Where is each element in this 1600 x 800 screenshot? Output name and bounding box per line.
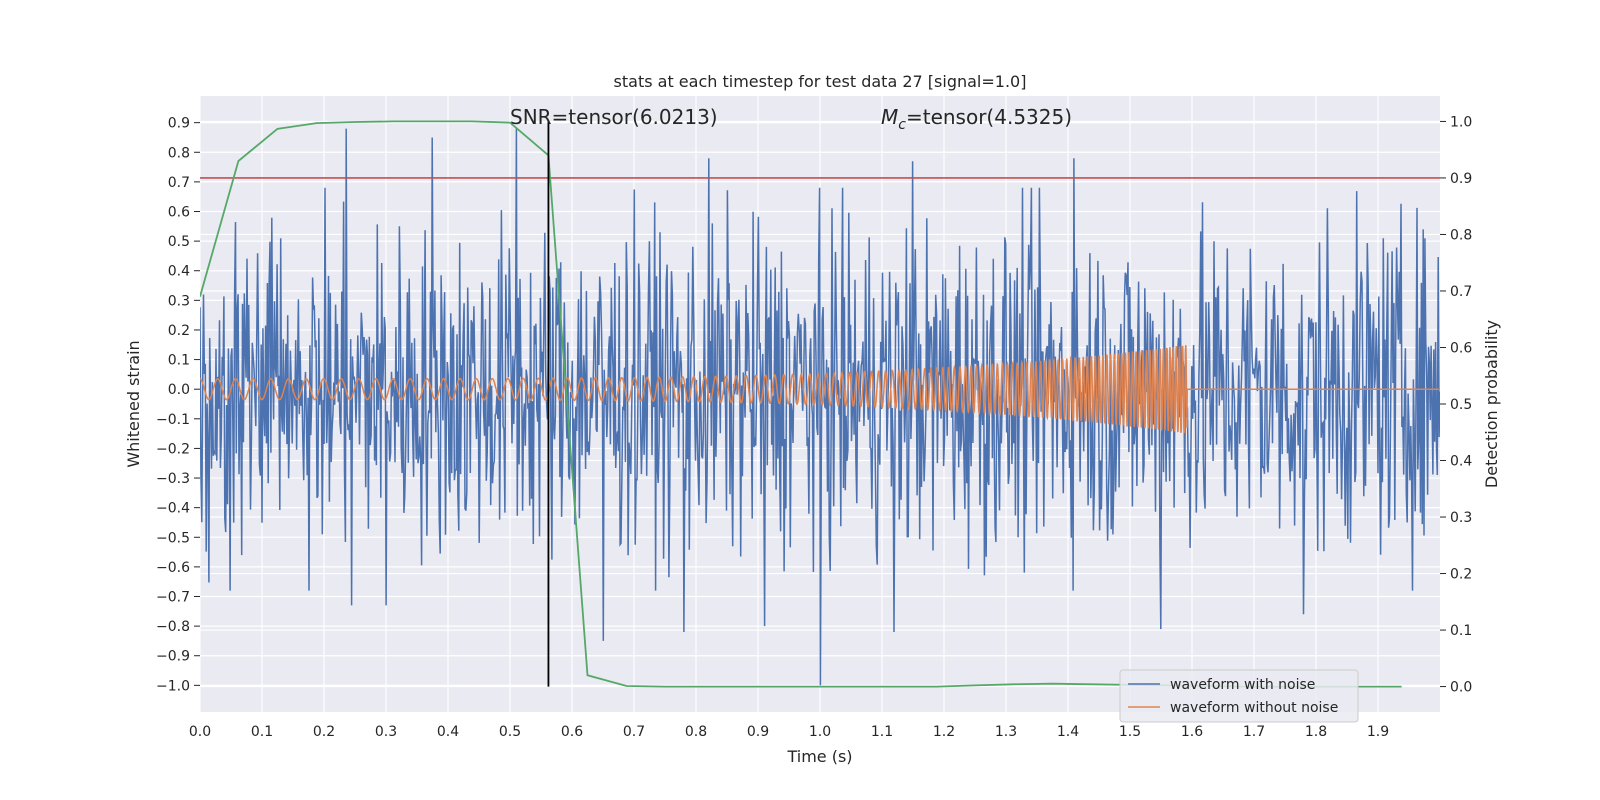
right-tick-label: 0.2 [1450, 567, 1472, 583]
x-tick-label: 0.5 [499, 724, 521, 740]
legend-label-clean: waveform without noise [1170, 700, 1338, 716]
chirp-mass-symbol: M [881, 105, 898, 129]
right-tick-label: 0.0 [1450, 680, 1472, 696]
left-axis-ticks: 0.9 0.8 0.7 0.6 0.5 0.4 0.3 0.2 0.1 0.0 −0.1 −0.2 −0… [156, 116, 200, 694]
x-tick-label: 0.1 [251, 724, 273, 740]
x-axis-ticks: 0.0 0.1 0.2 0.3 0.4 0.5 0.6 0.7 0.8 0.9 1.0 1.1 1.2 1… [189, 724, 1389, 740]
x-tick-label: 1.6 [1181, 724, 1203, 740]
right-tick-label: 0.7 [1450, 284, 1472, 300]
left-tick-label: −0.1 [156, 412, 190, 428]
right-tick-label: 0.1 [1450, 623, 1472, 639]
legend-label-noise: waveform with noise [1170, 677, 1315, 693]
right-tick-label: 0.3 [1450, 510, 1472, 526]
chirp-mass-annotation: Mc=tensor(4.5325) [881, 105, 1072, 133]
left-tick-label: 0.1 [168, 353, 190, 369]
left-tick-label: −0.3 [156, 471, 190, 487]
x-tick-label: 0.4 [437, 724, 459, 740]
chirp-mass-subscript: c [898, 117, 906, 133]
left-axis-label: Whitened strain [124, 340, 143, 467]
left-tick-label: −0.2 [156, 441, 190, 457]
x-tick-label: 0.6 [561, 724, 583, 740]
series-layer [200, 120, 1440, 688]
left-tick-label: 0.4 [168, 264, 190, 280]
right-tick-label: 0.9 [1450, 171, 1472, 187]
x-tick-label: 1.2 [933, 724, 955, 740]
right-tick-label: 0.8 [1450, 227, 1472, 243]
left-tick-label: 0.2 [168, 323, 190, 339]
left-tick-label: −0.9 [156, 649, 190, 665]
left-tick-label: 0.9 [168, 116, 190, 132]
legend: waveform with noise waveform without noi… [1119, 669, 1359, 723]
x-tick-label: 1.7 [1243, 724, 1265, 740]
right-axis-ticks: 1.0 0.9 0.8 0.7 0.6 0.5 0.4 0.3 0.2 0.1 0.0 [1440, 114, 1472, 696]
left-tick-label: −0.8 [156, 619, 190, 635]
x-tick-label: 0.8 [685, 724, 707, 740]
snr-annotation: SNR=tensor(6.0213) [510, 105, 718, 129]
x-tick-label: 1.8 [1305, 724, 1327, 740]
right-tick-label: 1.0 [1450, 114, 1472, 130]
right-tick-label: 0.5 [1450, 397, 1472, 413]
chirp-mass-value: =tensor(4.5325) [906, 105, 1072, 129]
left-tick-label: −1.0 [156, 678, 190, 694]
left-tick-label: 0.7 [168, 175, 190, 191]
left-tick-label: 0.3 [168, 293, 190, 309]
x-tick-label: 0.9 [747, 724, 769, 740]
x-tick-label: 1.9 [1367, 724, 1389, 740]
left-tick-label: −0.6 [156, 560, 190, 576]
x-tick-label: 1.0 [809, 724, 831, 740]
right-tick-label: 0.4 [1450, 454, 1472, 470]
left-tick-label: −0.7 [156, 590, 190, 606]
left-tick-label: 0.0 [168, 382, 190, 398]
x-tick-label: 0.7 [623, 724, 645, 740]
series-waveform-without-noise [200, 345, 1440, 434]
x-tick-label: 1.3 [995, 724, 1017, 740]
right-tick-label: 0.6 [1450, 340, 1472, 356]
left-tick-label: 0.8 [168, 145, 190, 161]
left-tick-label: −0.4 [156, 501, 190, 517]
x-tick-label: 1.1 [871, 724, 893, 740]
legend-box [1119, 669, 1359, 723]
x-axis-label: Time (s) [786, 747, 852, 766]
left-tick-label: 0.5 [168, 234, 190, 250]
series-waveform-with-noise [200, 128, 1440, 686]
x-tick-label: 1.4 [1057, 724, 1079, 740]
x-tick-label: 0.0 [189, 724, 211, 740]
right-axis-label: Detection probability [1482, 320, 1501, 488]
x-tick-label: 0.2 [313, 724, 335, 740]
x-tick-label: 1.5 [1119, 724, 1141, 740]
x-tick-label: 0.3 [375, 724, 397, 740]
chart-title: stats at each timestep for test data 27 … [614, 72, 1027, 91]
left-tick-label: −0.5 [156, 530, 190, 546]
left-tick-label: 0.6 [168, 205, 190, 221]
